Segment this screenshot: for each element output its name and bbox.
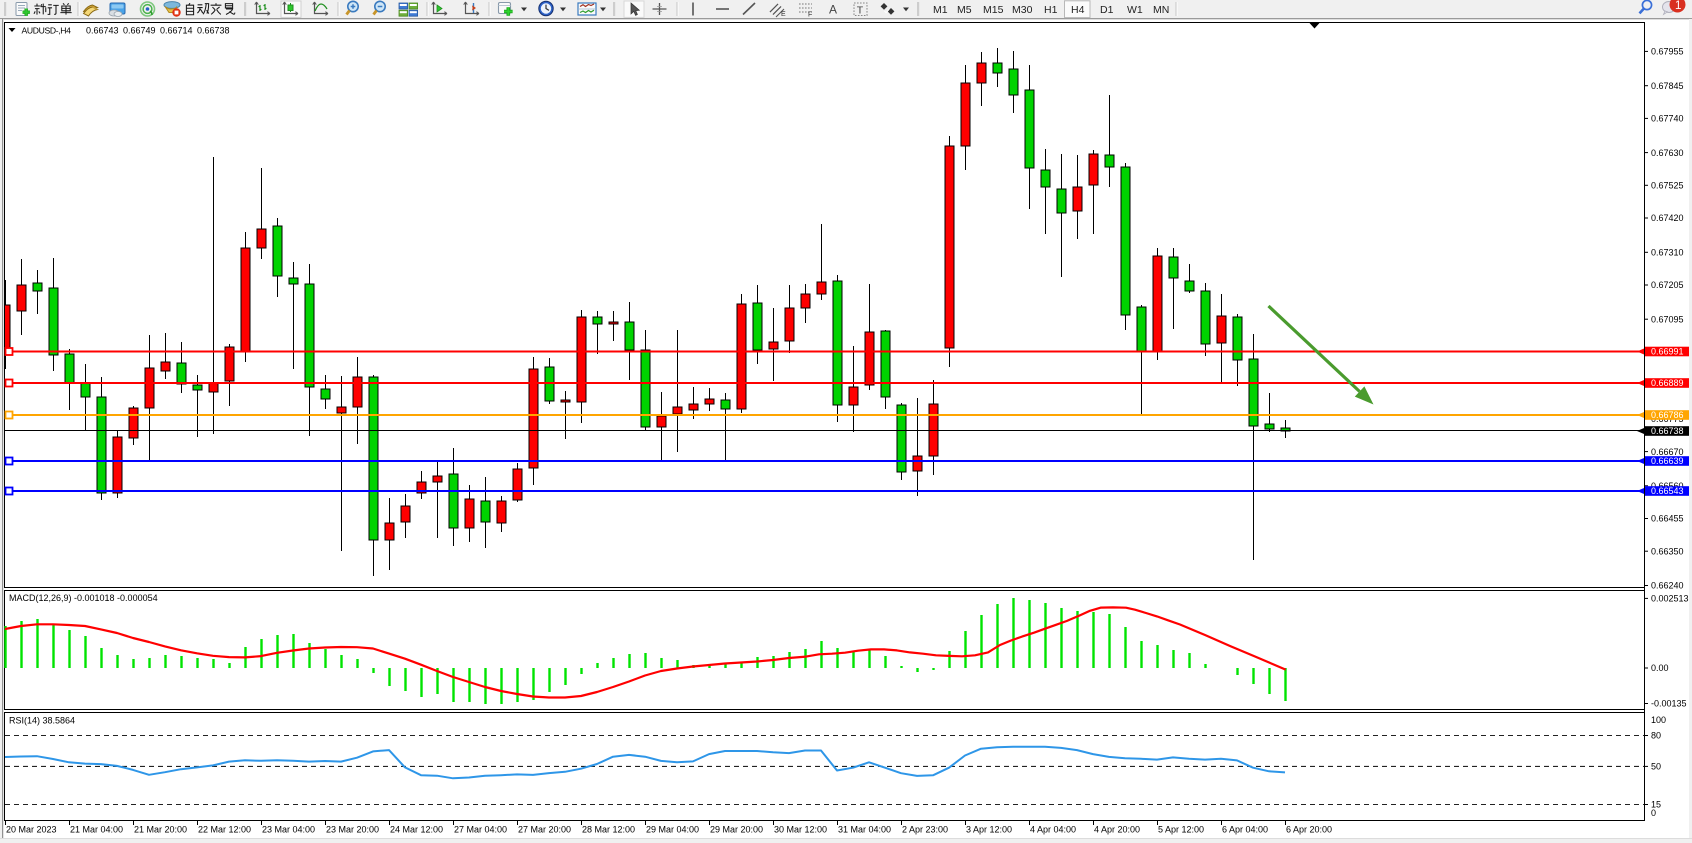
svg-text:21 Mar 20:00: 21 Mar 20:00 — [134, 825, 187, 835]
svg-text:0.67420: 0.67420 — [1651, 213, 1684, 223]
svg-text:21 Mar 04:00: 21 Mar 04:00 — [70, 825, 123, 835]
svg-text:0.67630: 0.67630 — [1651, 148, 1684, 158]
svg-text:H4: H4 — [1071, 4, 1085, 16]
svg-text:15: 15 — [1651, 800, 1661, 810]
svg-text:MN: MN — [1153, 4, 1169, 16]
svg-text:0.66350: 0.66350 — [1651, 546, 1684, 556]
svg-text:0.67955: 0.67955 — [1651, 47, 1684, 57]
svg-text:0.67845: 0.67845 — [1651, 81, 1684, 91]
svg-text:F: F — [808, 12, 812, 19]
svg-text:0.67310: 0.67310 — [1651, 248, 1684, 258]
svg-text:0.67095: 0.67095 — [1651, 314, 1684, 324]
svg-text:23 Mar 04:00: 23 Mar 04:00 — [262, 825, 315, 835]
svg-text:0.66670: 0.66670 — [1651, 447, 1684, 457]
svg-text:M30: M30 — [1012, 4, 1033, 16]
svg-text:50: 50 — [1651, 762, 1661, 772]
svg-text:E: E — [781, 11, 786, 18]
svg-text:RSI(14) 38.5864: RSI(14) 38.5864 — [9, 716, 75, 726]
svg-text:100: 100 — [1651, 715, 1666, 725]
svg-text:0.66738: 0.66738 — [197, 26, 230, 36]
svg-text:0.66543: 0.66543 — [1651, 486, 1684, 496]
svg-text:0.66749: 0.66749 — [123, 26, 156, 36]
svg-text:5 Apr 12:00: 5 Apr 12:00 — [1158, 825, 1204, 835]
svg-text:0.66738: 0.66738 — [1651, 426, 1684, 436]
svg-text:T: T — [857, 5, 864, 17]
svg-text:0.67740: 0.67740 — [1651, 114, 1684, 124]
svg-text:0.66991: 0.66991 — [1651, 347, 1684, 357]
svg-text:0.66240: 0.66240 — [1651, 581, 1684, 591]
svg-text:24 Mar 12:00: 24 Mar 12:00 — [390, 825, 443, 835]
svg-text:0.66560: 0.66560 — [1651, 481, 1684, 491]
svg-text:0.66714: 0.66714 — [160, 26, 193, 36]
svg-text:6 Apr 20:00: 6 Apr 20:00 — [1286, 825, 1332, 835]
svg-text:MACD(12,26,9) -0.001018 -0.000: MACD(12,26,9) -0.001018 -0.000054 — [9, 593, 158, 603]
svg-text:2 Apr 23:00: 2 Apr 23:00 — [902, 825, 948, 835]
svg-text:0.66786: 0.66786 — [1651, 410, 1684, 420]
svg-text:20 Mar 2023: 20 Mar 2023 — [6, 825, 57, 835]
svg-text:M1: M1 — [933, 4, 948, 16]
svg-text:0.66455: 0.66455 — [1651, 514, 1684, 524]
svg-text:A: A — [829, 3, 837, 17]
svg-text:D1: D1 — [1100, 4, 1114, 16]
svg-text:1: 1 — [1675, 0, 1681, 12]
svg-text:23 Mar 20:00: 23 Mar 20:00 — [326, 825, 379, 835]
svg-text:H1: H1 — [1044, 4, 1058, 16]
svg-text:27 Mar 20:00: 27 Mar 20:00 — [518, 825, 571, 835]
svg-text:31 Mar 04:00: 31 Mar 04:00 — [838, 825, 891, 835]
svg-text:0.00: 0.00 — [1651, 663, 1669, 673]
svg-text:28 Mar 12:00: 28 Mar 12:00 — [582, 825, 635, 835]
svg-text:4 Apr 04:00: 4 Apr 04:00 — [1030, 825, 1076, 835]
svg-text:30 Mar 12:00: 30 Mar 12:00 — [774, 825, 827, 835]
svg-text:29 Mar 20:00: 29 Mar 20:00 — [710, 825, 763, 835]
svg-text:0.67205: 0.67205 — [1651, 280, 1684, 290]
svg-text:27 Mar 04:00: 27 Mar 04:00 — [454, 825, 507, 835]
svg-text:0: 0 — [1651, 808, 1656, 818]
svg-text:0.67525: 0.67525 — [1651, 181, 1684, 191]
svg-text:0.66889: 0.66889 — [1651, 378, 1684, 388]
svg-text:22 Mar 12:00: 22 Mar 12:00 — [198, 825, 251, 835]
svg-text:3 Apr 12:00: 3 Apr 12:00 — [966, 825, 1012, 835]
svg-text:M15: M15 — [983, 4, 1004, 16]
svg-text:-0.00135: -0.00135 — [1651, 699, 1687, 709]
svg-text:29 Mar 04:00: 29 Mar 04:00 — [646, 825, 699, 835]
svg-text:0.002513: 0.002513 — [1651, 594, 1689, 604]
svg-text:4 Apr 20:00: 4 Apr 20:00 — [1094, 825, 1140, 835]
svg-text:6 Apr 04:00: 6 Apr 04:00 — [1222, 825, 1268, 835]
svg-text:80: 80 — [1651, 731, 1661, 741]
svg-text:0.66743: 0.66743 — [86, 26, 119, 36]
svg-text:W1: W1 — [1127, 4, 1143, 16]
svg-text:M5: M5 — [957, 4, 972, 16]
svg-text:0.66639: 0.66639 — [1651, 456, 1684, 466]
svg-text:AUDUSD-,H4: AUDUSD-,H4 — [22, 26, 72, 36]
